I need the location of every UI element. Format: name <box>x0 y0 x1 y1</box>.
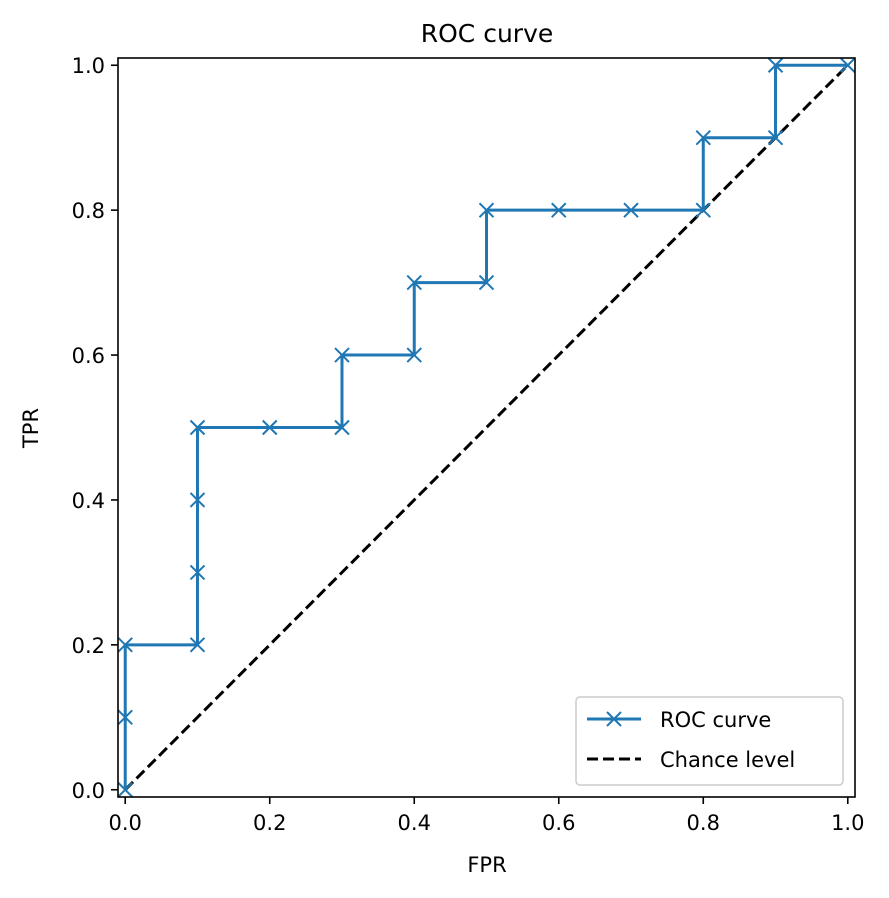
x-axis: 0.0 0.2 0.4 0.6 0.8 1.0 <box>109 797 864 835</box>
roc-point-marker <box>478 274 495 291</box>
roc-point-marker <box>695 129 711 146</box>
y-tick-label: 0.4 <box>72 489 105 513</box>
roc-point-marker <box>189 637 206 653</box>
x-tick-label: 0.8 <box>687 811 720 835</box>
y-axis: 0.0 0.2 0.4 0.6 0.8 1.0 <box>72 54 118 803</box>
roc-point-marker <box>117 637 133 653</box>
roc-point-marker <box>478 202 495 218</box>
x-tick-label: 0.4 <box>398 811 431 835</box>
roc-point-marker <box>262 419 278 436</box>
plot-area <box>117 57 856 798</box>
roc-point-marker <box>840 57 856 73</box>
x-tick-label: 0.6 <box>542 811 575 835</box>
roc-point-marker <box>189 492 206 508</box>
legend-chance-label: Chance level <box>660 748 795 772</box>
y-axis-label: TPR <box>19 408 43 449</box>
legend-roc-label: ROC curve <box>660 708 771 732</box>
roc-point-marker <box>334 419 350 436</box>
roc-point-marker <box>406 347 422 363</box>
x-tick-label: 1.0 <box>831 811 864 835</box>
x-tick-label: 0.0 <box>109 811 142 835</box>
legend-roc-marker <box>606 711 622 727</box>
legend-box <box>575 696 844 786</box>
roc-point-marker <box>406 274 422 291</box>
x-axis-label: FPR <box>467 853 506 877</box>
chance-level-line <box>124 64 849 791</box>
y-tick-label: 0.6 <box>72 344 105 368</box>
axes-frame <box>117 57 856 798</box>
y-tick-label: 0.8 <box>72 199 105 223</box>
legend: ROC curve Chance level <box>575 696 844 786</box>
roc-point-marker <box>117 782 133 798</box>
y-tick-label: 0.0 <box>72 779 105 803</box>
y-tick-label: 0.2 <box>72 634 105 658</box>
roc-point-marker <box>767 129 784 146</box>
roc-point-marker <box>189 419 206 436</box>
y-tick-label: 1.0 <box>72 54 105 78</box>
roc-point-marker <box>117 709 133 726</box>
x-tick-label: 0.2 <box>253 811 286 835</box>
roc-point-marker <box>767 57 784 73</box>
roc-point-marker <box>334 347 350 363</box>
roc-point-marker <box>551 202 567 218</box>
roc-point-marker <box>623 202 639 218</box>
roc-point-marker <box>189 564 206 581</box>
roc-point-marker <box>695 202 711 218</box>
chart-title: ROC curve <box>421 19 554 48</box>
